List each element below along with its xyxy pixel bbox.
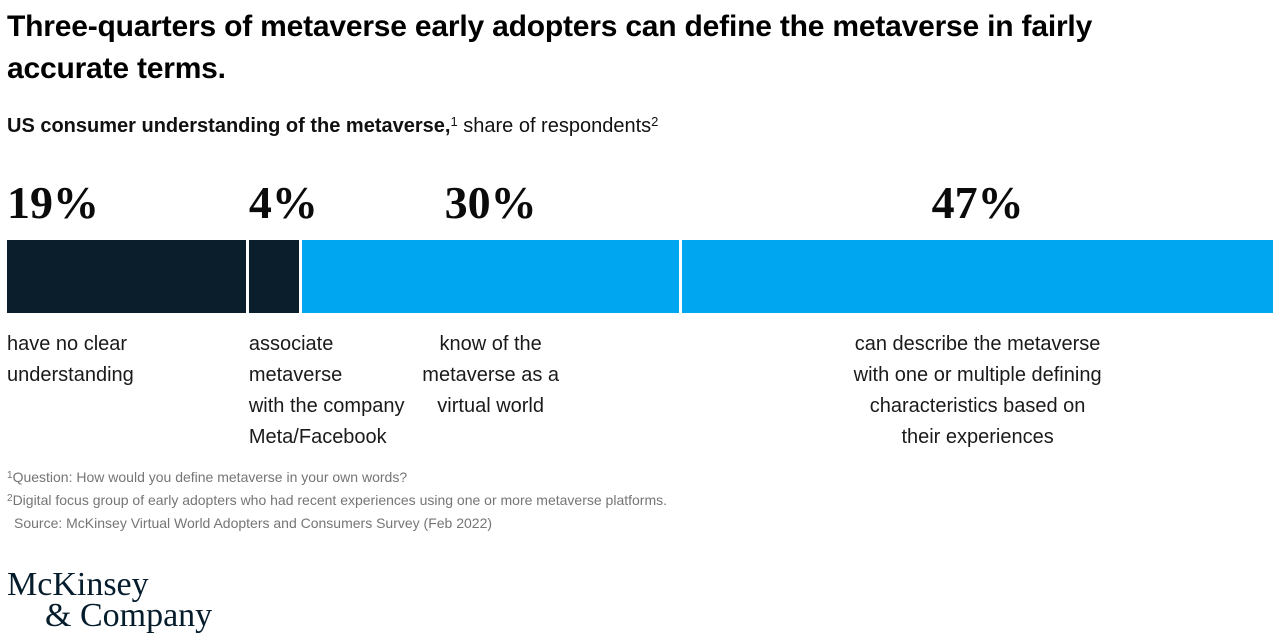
logo-line-1: McKinsey <box>7 566 149 603</box>
subtitle-bold: US consumer understanding of the metaver… <box>7 115 451 137</box>
mckinsey-logo: McKinsey & Company <box>7 566 1273 634</box>
percent-label: 19% <box>7 177 99 228</box>
chart-columns: 19% have no clear understanding 4% associat… <box>7 178 1273 453</box>
footnote-1-text: Question: How would you define metaverse… <box>12 469 408 485</box>
chart-subtitle: US consumer understanding of the metaver… <box>7 112 1273 142</box>
page-title: Three-quarters of metaverse early adopte… <box>7 10 1093 85</box>
logo-line-2: & Company <box>45 597 213 634</box>
chart-column: 4% associate metaverse with the company M… <box>248 177 405 453</box>
subtitle-regular: share of respondents <box>457 115 652 137</box>
chart-column: 19% have no clear understanding <box>7 178 246 453</box>
footnote-1-sup: 1 <box>7 470 13 481</box>
segment-caption: can describe the metaverse with one or m… <box>853 333 1102 448</box>
footnote-1: 1Question: How would you define metavers… <box>7 467 1273 490</box>
footnote-2-sup: 2 <box>7 493 13 504</box>
chart-column: 47% can describe the metaverse with one o… <box>682 178 1273 453</box>
segment-caption: know of the metaverse as a virtual world <box>422 333 560 417</box>
chart-column: 30% know of the metaverse as a virtual wo… <box>302 177 680 453</box>
percent-label: 47% <box>931 177 1024 228</box>
footnote-2: 2Digital focus group of early adopters w… <box>7 490 1273 513</box>
segment-caption: have no clear understanding <box>7 333 134 386</box>
footnote-2-text: Digital focus group of early adopters wh… <box>12 492 668 508</box>
bar-segment <box>682 240 1273 313</box>
subtitle-footnote-marker-1: 1 <box>450 114 458 129</box>
bar-segment <box>248 240 300 313</box>
percent-label: 30% <box>444 177 537 228</box>
percent-label: 4% <box>248 177 318 228</box>
segment-caption: associate metaverse with the company Met… <box>248 333 405 448</box>
footnotes: 1Question: How would you define metavers… <box>7 467 1273 533</box>
source-line: Source: McKinsey Virtual World Adopters … <box>14 515 493 531</box>
subtitle-footnote-marker-2: 2 <box>651 114 659 129</box>
bar-segment <box>7 240 246 313</box>
bar-segment <box>302 240 680 313</box>
